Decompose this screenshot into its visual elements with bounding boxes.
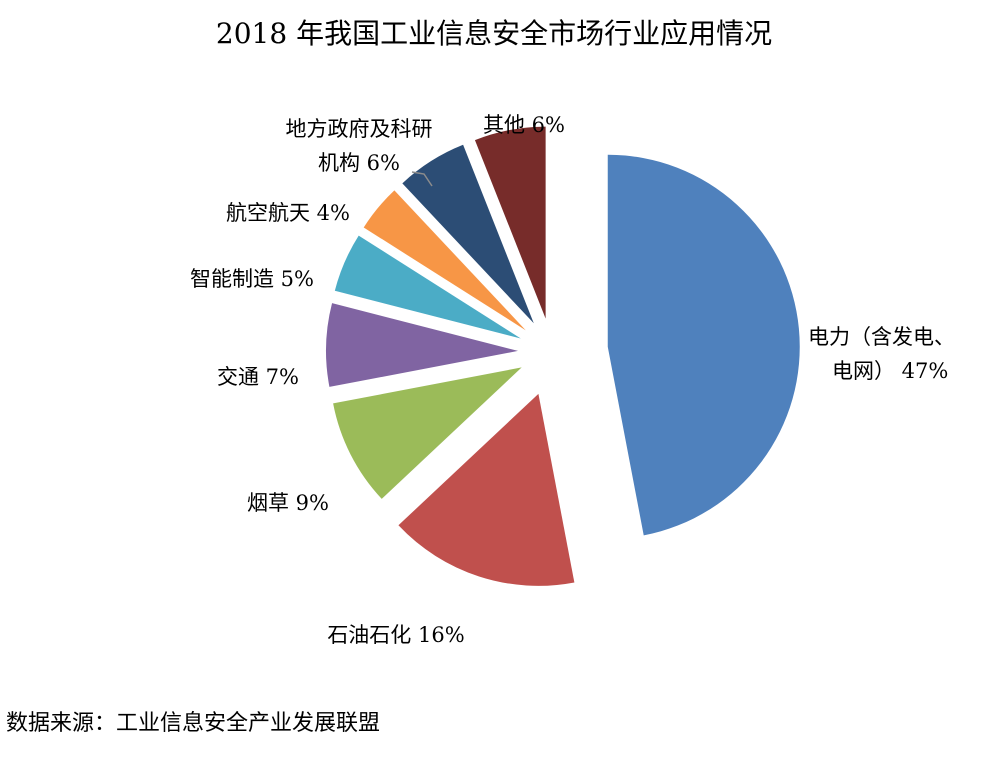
slice-label: 地方政府及科研机构 6% bbox=[286, 117, 433, 175]
pie-slice bbox=[398, 393, 575, 586]
pie-slice bbox=[326, 303, 519, 387]
slice-label: 烟草 9% bbox=[247, 491, 329, 515]
slice-label: 其他 6% bbox=[483, 113, 565, 137]
slice-label: 智能制造 5% bbox=[190, 267, 314, 291]
pie-slice bbox=[333, 367, 522, 499]
slice-label: 石油石化 16% bbox=[327, 623, 464, 647]
slice-label: 电力（含发电、电网） 47% bbox=[808, 325, 955, 383]
pie-slice bbox=[402, 144, 534, 324]
slice-label: 交通 7% bbox=[217, 365, 299, 389]
pie-slice bbox=[334, 235, 521, 339]
pie-slice bbox=[474, 126, 546, 319]
chart-title: 2018 年我国工业信息安全市场行业应用情况 bbox=[215, 17, 773, 50]
source-note: 数据来源：工业信息安全产业发展联盟 bbox=[6, 711, 381, 736]
pie-chart: 电力（含发电、电网） 47% 石油石化 16% 烟草 9% 交通 7% 智能制造 5% 航… bbox=[190, 113, 955, 647]
pie-slice bbox=[607, 154, 800, 536]
pie-slice bbox=[363, 190, 526, 331]
slice-label: 航空航天 4% bbox=[226, 201, 350, 225]
leader-line bbox=[411, 171, 433, 187]
